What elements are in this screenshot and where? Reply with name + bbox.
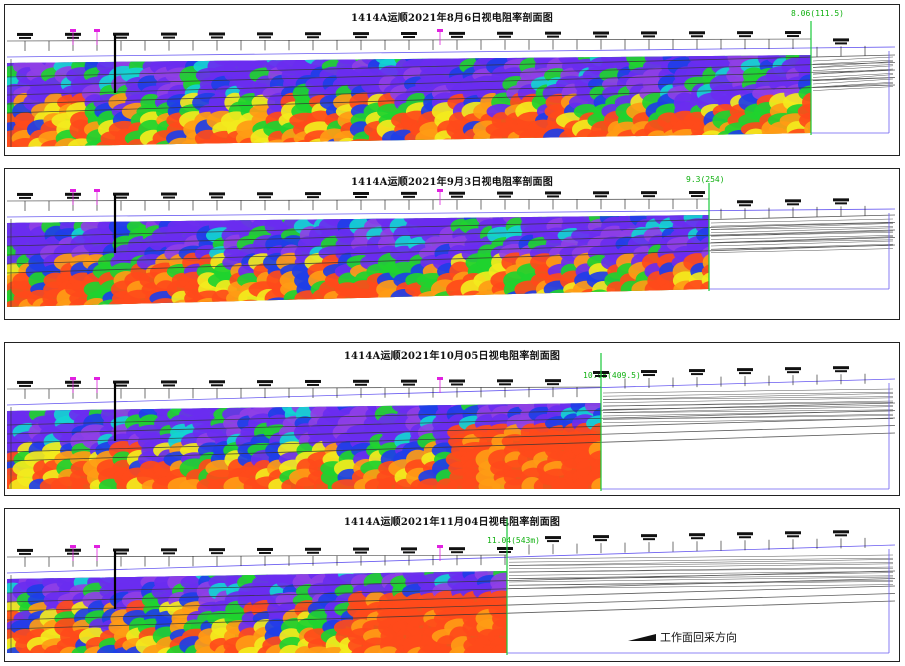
resistivity-color-field (7, 403, 601, 489)
face-marker-label: 10.05(409.5) (583, 371, 641, 380)
resistivity-color-field (7, 55, 811, 147)
resistivity-color-field (7, 571, 507, 653)
face-marker-label: 8.06(111.5) (791, 9, 844, 18)
mining-direction-arrow-icon (628, 634, 656, 641)
profile-panel-4: 1414A运顺2021年11月04日视电阻率剖面图 11.04(543m) 工作… (4, 508, 900, 662)
panel-title: 1414A运顺2021年8月6日视电阻率剖面图 (351, 13, 553, 24)
mining-direction-label: 工作面回采方向 (660, 631, 737, 644)
resistivity-section (6, 21, 896, 147)
panel-title: 1414A运顺2021年11月04日视电阻率剖面图 (343, 517, 561, 528)
resistivity-section (6, 183, 896, 307)
face-marker-label: 9.3(254) (686, 175, 725, 184)
profile-panel-1: 1414A运顺2021年8月6日视电阻率剖面图 8.06(111.5) (4, 4, 900, 156)
face-marker-label: 11.04(543m) (487, 536, 540, 545)
profile-panel-3: 1414A运顺2021年10月05日视电阻率剖面图 10.05(409.5) (4, 342, 900, 496)
resistivity-section (6, 519, 896, 655)
profile-panel-2: 1414A运顺2021年9月3日视电阻率剖面图 9.3(254) (4, 168, 900, 320)
resistivity-section (6, 353, 896, 491)
panel-title: 1414A运顺2021年9月3日视电阻率剖面图 (351, 177, 553, 188)
panel-title: 1414A运顺2021年10月05日视电阻率剖面图 (343, 351, 561, 362)
